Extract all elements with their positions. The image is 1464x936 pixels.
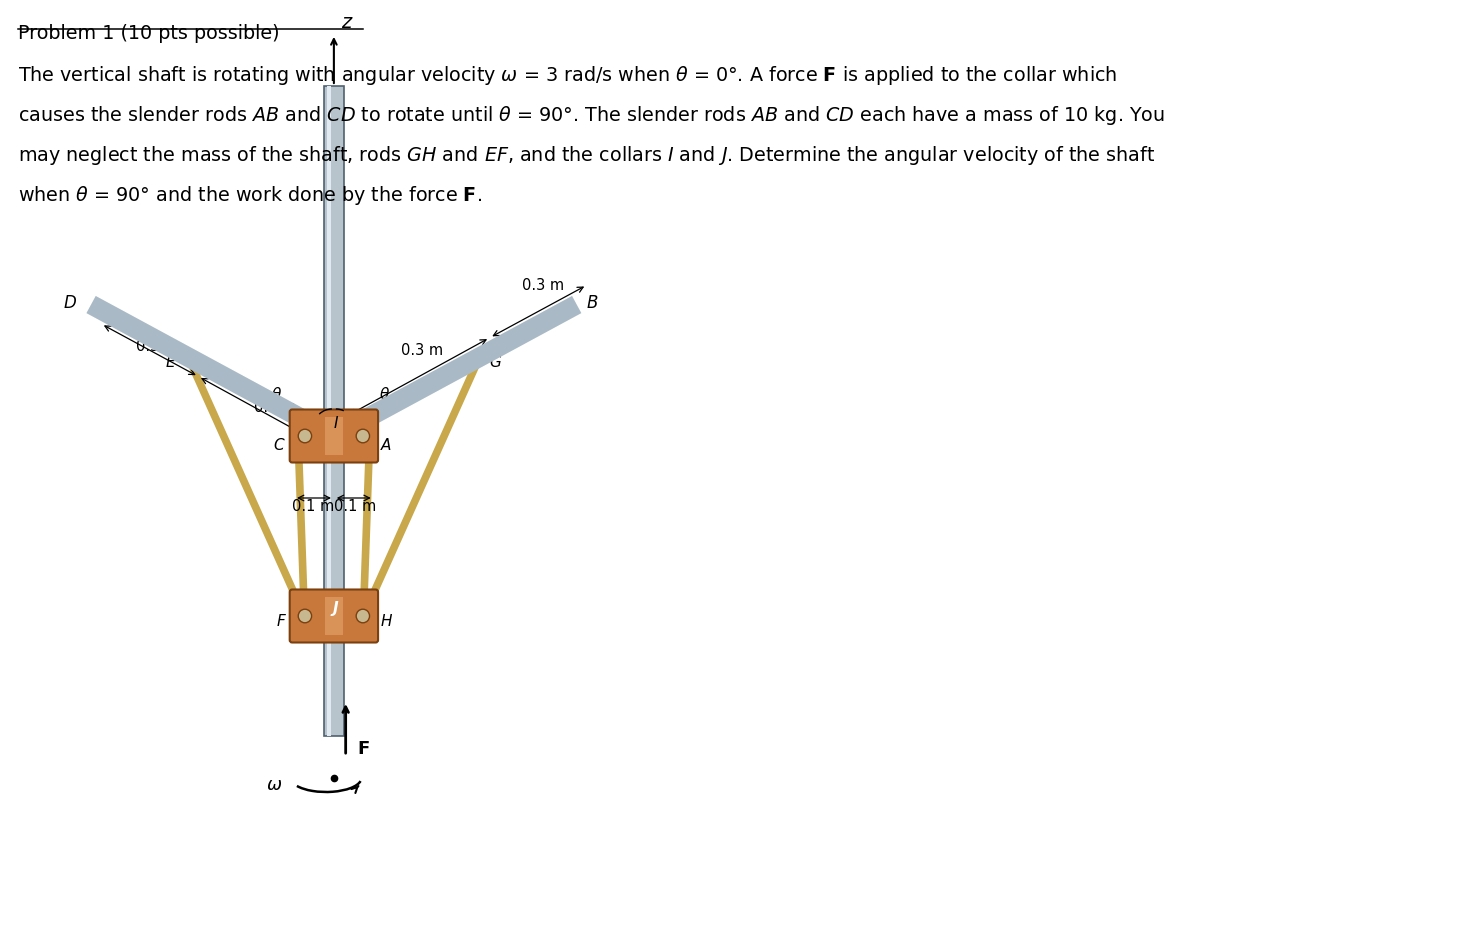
Bar (324, 86, 344, 736)
Text: z: z (341, 13, 351, 32)
Bar (326, 86, 331, 736)
Text: C: C (274, 438, 284, 454)
Text: I: I (334, 417, 338, 431)
Text: 0.3 m: 0.3 m (253, 400, 296, 415)
Text: 0.1 m: 0.1 m (334, 499, 376, 514)
Text: E: E (165, 355, 176, 370)
Text: 0.1 m: 0.1 m (291, 499, 334, 514)
Text: H: H (381, 615, 392, 630)
Text: Problem 1 (10 pts possible): Problem 1 (10 pts possible) (18, 24, 280, 43)
Circle shape (356, 430, 369, 443)
Text: may neglect the mass of the shaft, rods $GH$ and $EF$, and the collars $I$ and $: may neglect the mass of the shaft, rods … (18, 144, 1155, 167)
FancyBboxPatch shape (290, 590, 378, 642)
Text: B: B (587, 294, 597, 312)
Text: 0.3 m: 0.3 m (136, 339, 177, 354)
Text: F: F (277, 615, 285, 630)
FancyBboxPatch shape (290, 409, 378, 462)
Text: 0.3 m: 0.3 m (401, 344, 444, 358)
Text: when $\theta$ = 90° and the work done by the force $\mathbf{F}$.: when $\theta$ = 90° and the work done by… (18, 184, 482, 207)
Circle shape (356, 609, 369, 622)
Text: G: G (489, 355, 501, 370)
Circle shape (299, 430, 312, 443)
Text: A: A (381, 438, 391, 454)
Circle shape (299, 609, 312, 622)
Text: $\theta$: $\theta$ (271, 386, 283, 402)
Bar (325, 597, 343, 635)
Text: causes the slender rods $AB$ and $CD$ to rotate until $\theta$ = 90°. The slende: causes the slender rods $AB$ and $CD$ to… (18, 104, 1165, 127)
Text: J: J (332, 602, 338, 617)
Text: $\omega$: $\omega$ (266, 776, 283, 794)
Text: $\theta$: $\theta$ (379, 386, 391, 402)
Text: D: D (63, 294, 76, 312)
Text: The vertical shaft is rotating with angular velocity $\omega$ = 3 rad/s when $\t: The vertical shaft is rotating with angu… (18, 64, 1117, 87)
Bar (325, 417, 343, 455)
Text: F: F (357, 740, 370, 758)
Text: 0.3 m: 0.3 m (521, 278, 564, 293)
